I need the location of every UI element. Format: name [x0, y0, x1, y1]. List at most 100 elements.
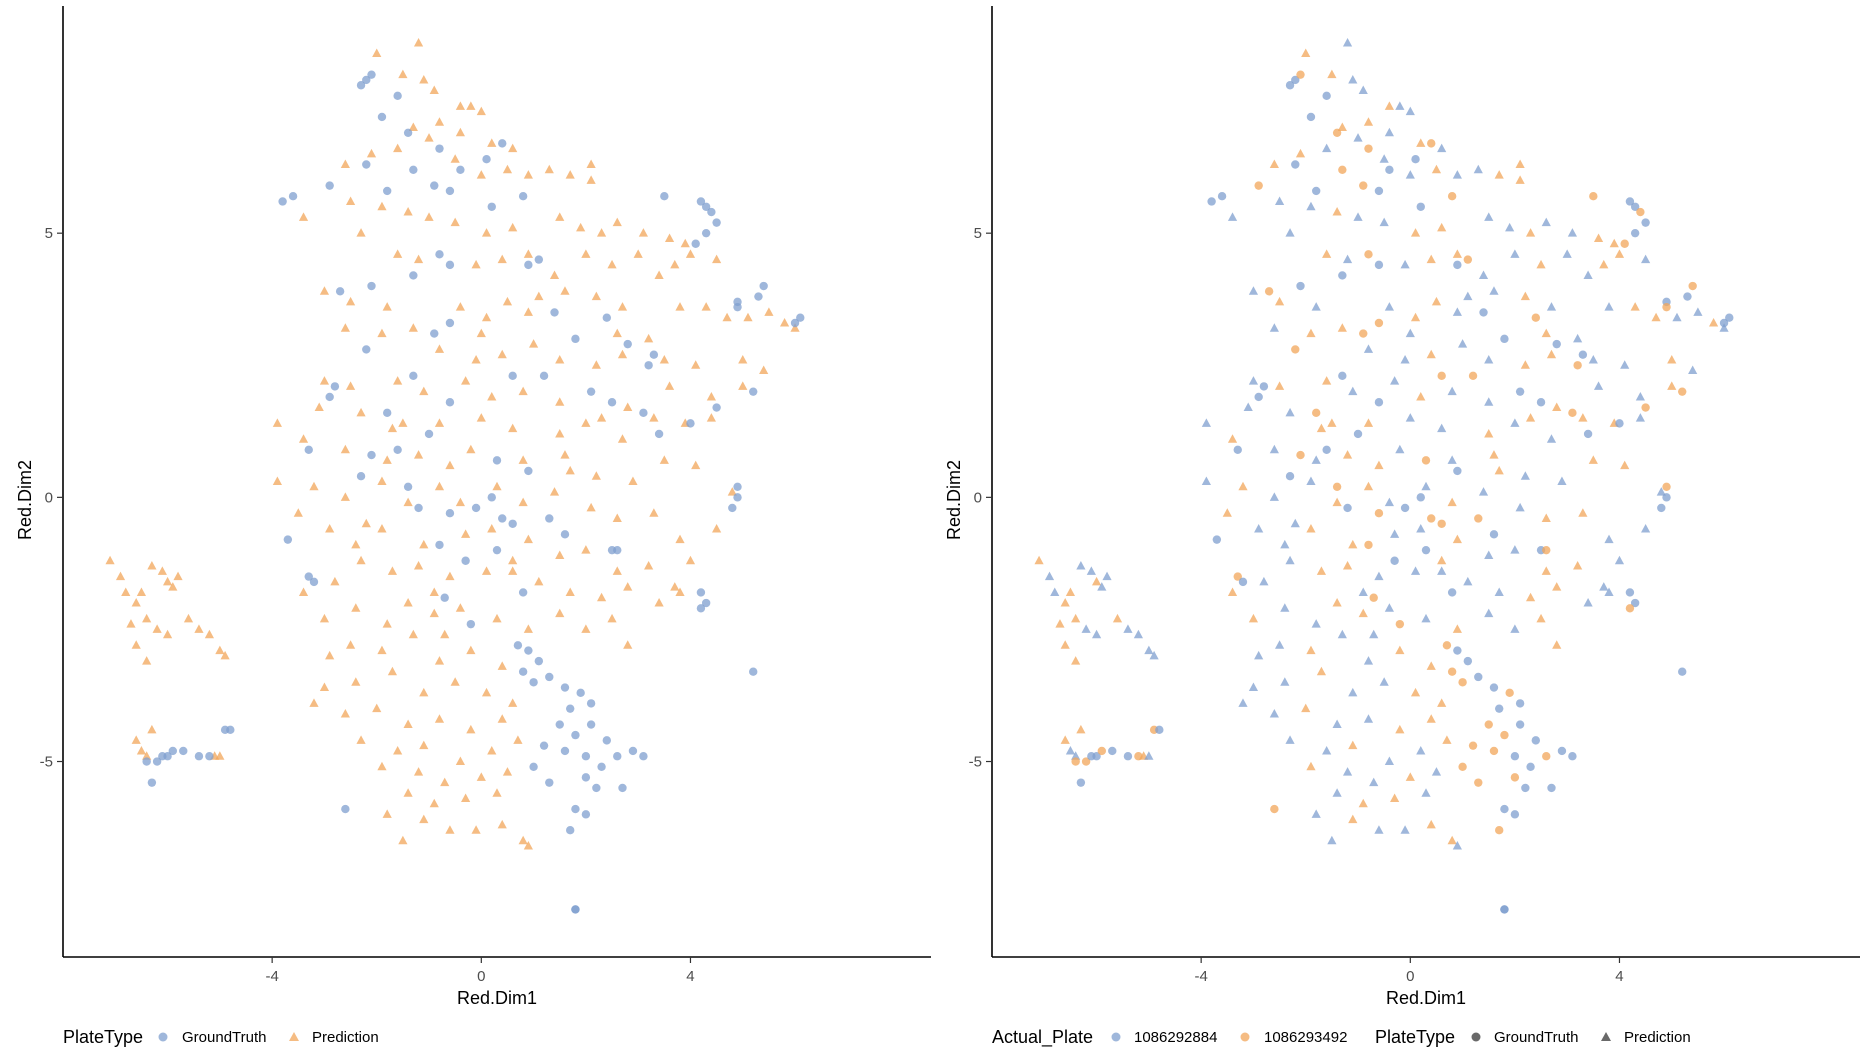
groundtruth-point	[790, 318, 800, 328]
groundtruth-point	[1531, 736, 1541, 745]
prediction-point	[1573, 333, 1583, 343]
groundtruth-point	[1076, 778, 1086, 787]
groundtruth-point	[152, 757, 162, 766]
groundtruth-point	[382, 408, 392, 418]
prediction-point	[1520, 471, 1530, 480]
prediction-point	[1332, 207, 1342, 216]
groundtruth-point	[1625, 197, 1635, 206]
groundtruth-point	[1474, 672, 1483, 682]
prediction-point	[1149, 650, 1159, 660]
prediction-point	[450, 154, 460, 163]
prediction-point	[523, 170, 533, 179]
legend-label-plate-1086292884: 1086292884	[1134, 1029, 1217, 1046]
prediction-point	[675, 587, 685, 596]
prediction-point	[325, 524, 335, 533]
groundtruth-point	[341, 804, 350, 814]
legend-key-prediction	[1601, 1032, 1611, 1041]
prediction-point	[1447, 386, 1457, 396]
legend-left: PlateType GroundTruth Prediction	[63, 1027, 379, 1047]
prediction-point	[413, 561, 424, 570]
prediction-point	[1593, 233, 1604, 242]
prediction-point	[1065, 745, 1076, 755]
groundtruth-point	[1311, 186, 1321, 196]
prediction-point	[1311, 619, 1321, 628]
prediction-point	[612, 566, 622, 575]
prediction-point	[377, 476, 387, 485]
prediction-point	[649, 508, 659, 517]
prediction-point	[680, 238, 690, 248]
prediction-point	[1306, 201, 1316, 211]
prediction-point	[1693, 307, 1703, 316]
groundtruth-point	[712, 218, 721, 227]
groundtruth-point	[529, 678, 538, 687]
prediction-point	[1583, 270, 1593, 279]
prediction-point	[492, 613, 502, 623]
groundtruth-point	[1285, 81, 1295, 90]
groundtruth-point	[304, 445, 313, 454]
prediction-point	[1280, 603, 1290, 612]
prediction-point	[183, 613, 194, 623]
groundtruth-point	[581, 752, 591, 761]
groundtruth-point	[1233, 572, 1242, 581]
groundtruth-point	[1374, 318, 1384, 328]
prediction-point	[1384, 101, 1394, 110]
prediction-point	[1473, 164, 1483, 174]
prediction-point	[1578, 508, 1588, 517]
groundtruth-point	[1557, 746, 1567, 756]
y-tick-label: 5	[45, 225, 53, 242]
y-axis-title: Red.Dim2	[15, 460, 35, 540]
groundtruth-point	[409, 271, 418, 280]
prediction-point	[345, 196, 356, 205]
prediction-point	[1478, 270, 1489, 279]
prediction-point	[393, 376, 403, 385]
prediction-point	[1133, 629, 1144, 639]
prediction-point	[1071, 613, 1081, 623]
prediction-point	[340, 323, 350, 332]
prediction-point	[1348, 74, 1358, 84]
groundtruth-point	[524, 646, 533, 655]
ticks-left: -4 0 4 -5 0 5	[40, 225, 695, 985]
groundtruth-point	[445, 260, 455, 270]
groundtruth-point	[649, 350, 659, 359]
groundtruth-point	[1662, 493, 1671, 502]
prediction-point	[476, 170, 486, 179]
groundtruth-point	[513, 641, 523, 650]
groundtruth-point	[1254, 181, 1263, 190]
groundtruth-point	[508, 371, 517, 381]
prediction-point	[403, 207, 413, 216]
prediction-point	[544, 164, 554, 174]
prediction-point	[429, 798, 439, 808]
prediction-point	[403, 497, 413, 507]
x-tick-label: 0	[477, 968, 485, 985]
prediction-point	[607, 613, 617, 623]
groundtruth-point	[1421, 545, 1431, 555]
prediction-point	[1269, 708, 1279, 718]
groundtruth-point	[1416, 202, 1425, 211]
groundtruth-point	[403, 482, 413, 491]
legend-label-groundtruth: GroundTruth	[182, 1029, 267, 1046]
prediction-point	[340, 708, 350, 718]
prediction-point	[382, 455, 392, 464]
groundtruth-point	[466, 619, 476, 629]
groundtruth-point	[409, 165, 418, 174]
groundtruth-point	[325, 392, 334, 402]
prediction-point	[612, 328, 622, 338]
prediction-point	[591, 291, 601, 301]
prediction-point	[356, 735, 366, 744]
groundtruth-point	[1359, 329, 1368, 338]
groundtruth-point	[356, 472, 366, 481]
prediction-point	[215, 645, 225, 655]
prediction-point	[1484, 608, 1494, 618]
groundtruth-point	[1552, 339, 1561, 349]
prediction-point	[466, 444, 476, 454]
prediction-point	[492, 481, 502, 491]
prediction-point	[555, 354, 565, 364]
prediction-point	[1342, 37, 1353, 47]
groundtruth-point	[686, 419, 695, 428]
prediction-point	[685, 249, 696, 258]
groundtruth-point	[1233, 445, 1242, 454]
groundtruth-point	[335, 287, 345, 296]
groundtruth-point	[576, 688, 585, 698]
groundtruth-point	[304, 572, 313, 581]
